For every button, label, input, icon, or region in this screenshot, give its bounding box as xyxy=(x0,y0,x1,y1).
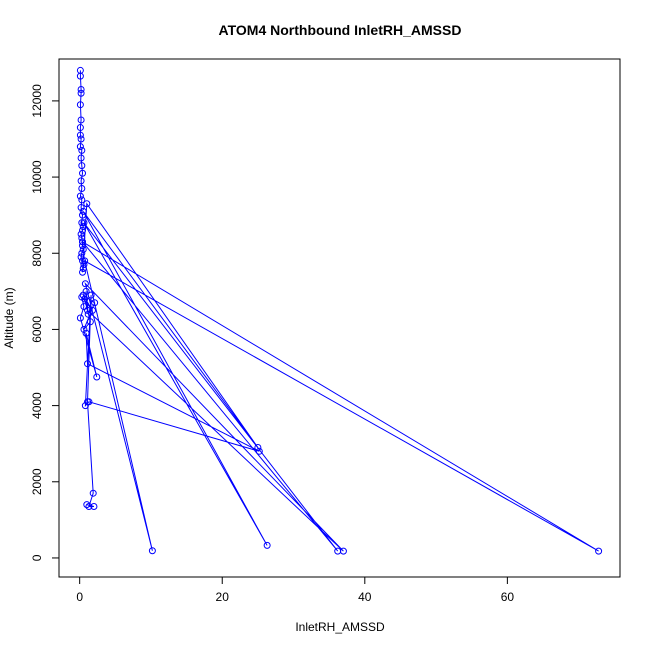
data-point xyxy=(148,547,156,555)
y-tick-label: 8000 xyxy=(30,240,44,267)
data-point xyxy=(76,192,84,200)
data-point xyxy=(81,402,89,410)
data-point xyxy=(78,185,86,192)
data-point xyxy=(86,318,94,326)
data-point xyxy=(77,177,85,185)
data-point xyxy=(78,249,86,257)
data-point xyxy=(80,325,88,333)
x-axis: 0 20 40 60 xyxy=(76,576,515,604)
x-axis-label: InletRH_AMSSD xyxy=(295,620,385,634)
data-point xyxy=(84,360,92,368)
data-point xyxy=(77,116,85,124)
data-point xyxy=(79,291,87,299)
data-point xyxy=(82,329,90,337)
x-tick-label: 0 xyxy=(76,590,83,604)
data-point xyxy=(76,143,84,151)
plot-area xyxy=(58,58,621,578)
data-point xyxy=(80,219,88,227)
data-point xyxy=(93,373,101,381)
y-axis: 0 2000 4000 6000 8000 10000 12000 xyxy=(30,84,60,561)
data-point xyxy=(78,219,86,227)
data-point xyxy=(84,398,92,406)
data-point xyxy=(339,547,347,555)
data-point xyxy=(89,306,97,314)
data-point xyxy=(81,280,89,288)
data-point xyxy=(334,547,342,555)
data-point xyxy=(79,245,87,253)
data-point xyxy=(77,85,85,93)
data-point xyxy=(91,299,99,307)
data-point xyxy=(76,124,84,132)
data-point xyxy=(79,211,87,219)
x-tick-label: 40 xyxy=(358,590,372,604)
data-point xyxy=(76,72,84,80)
data-point xyxy=(79,242,87,250)
data-point xyxy=(77,154,85,162)
data-point xyxy=(77,204,85,212)
x-tick-label: 60 xyxy=(501,590,515,604)
data-point xyxy=(85,503,93,511)
data-point xyxy=(78,162,86,170)
data-point xyxy=(84,306,92,314)
y-tick-label: 12000 xyxy=(30,84,44,118)
data-point xyxy=(87,291,95,299)
data-point xyxy=(79,257,87,265)
data-point xyxy=(79,169,87,177)
data-point xyxy=(254,444,262,451)
series-line xyxy=(79,70,599,552)
chart-title: ATOM4 Northbound InletRH_AMSSD xyxy=(219,22,462,38)
data-point xyxy=(77,89,85,97)
data-point xyxy=(78,234,86,242)
data-point xyxy=(79,207,87,215)
data-point xyxy=(76,101,84,109)
data-point xyxy=(77,253,85,261)
data-point xyxy=(78,293,86,301)
data-point xyxy=(90,503,98,511)
y-tick-label: 10000 xyxy=(30,160,44,194)
data-point xyxy=(79,268,87,276)
y-tick-label: 2000 xyxy=(30,468,44,495)
data-point xyxy=(255,447,263,455)
data-point xyxy=(83,501,91,509)
data-point xyxy=(79,264,87,272)
data-point xyxy=(81,257,89,265)
y-tick-label: 0 xyxy=(30,554,44,561)
data-point xyxy=(76,314,84,322)
data-point xyxy=(79,223,87,231)
data-point xyxy=(79,226,87,234)
data-point xyxy=(595,547,603,555)
data-point xyxy=(84,310,92,318)
data-point xyxy=(78,196,86,204)
y-tick-label: 6000 xyxy=(30,316,44,343)
data-point xyxy=(78,146,86,154)
y-axis-label: Altitude (m) xyxy=(2,287,16,348)
data-point xyxy=(77,230,85,238)
data-point xyxy=(80,261,88,269)
y-tick-label: 4000 xyxy=(30,392,44,419)
x-tick-label: 20 xyxy=(216,590,230,604)
series-layer xyxy=(76,66,603,555)
data-point xyxy=(263,541,271,549)
data-point xyxy=(79,238,87,246)
data-point xyxy=(89,489,97,497)
data-point xyxy=(77,135,85,143)
data-point xyxy=(83,200,91,208)
data-point xyxy=(80,303,88,311)
data-point xyxy=(76,131,84,139)
